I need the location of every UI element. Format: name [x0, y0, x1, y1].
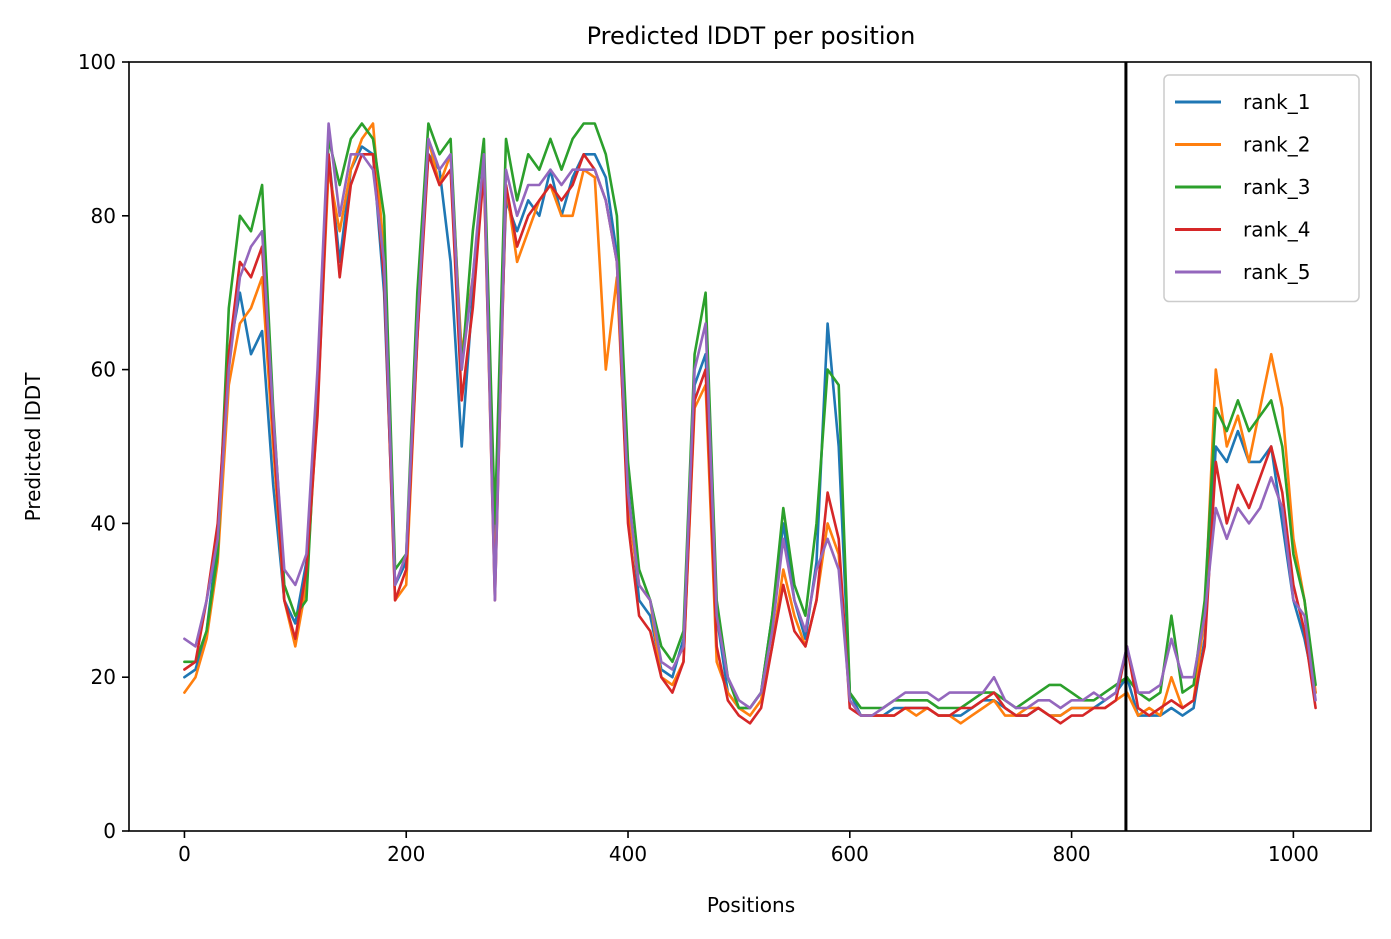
legend-box [1163, 74, 1360, 303]
y-tick-label: 60 [91, 358, 116, 382]
y-tick-label: 0 [103, 819, 116, 843]
legend: rank_1 rank_2 rank_3 rank_4 rank_5 [1163, 74, 1360, 303]
x-tick-label: 200 [387, 842, 425, 866]
chart-title: Predicted lDDT per position [587, 22, 916, 50]
y-tick-label: 20 [91, 665, 116, 689]
x-tick-label: 400 [609, 842, 647, 866]
legend-label-rank_4: rank_4 [1243, 218, 1310, 242]
axes: 0 200 400 600 800 1000 0 20 40 60 80 100 [78, 50, 1372, 866]
x-tick-label: 600 [831, 842, 869, 866]
x-tick-label: 1000 [1268, 842, 1319, 866]
y-tick-label: 100 [78, 50, 116, 74]
y-tick-label: 80 [91, 204, 116, 228]
legend-label-rank_5: rank_5 [1243, 260, 1310, 284]
plot-frame [128, 61, 1372, 832]
y-tick-label: 40 [91, 511, 116, 535]
plot-lines [183, 62, 1317, 831]
x-axis-title: Positions [707, 893, 795, 917]
legend-label-rank_2: rank_2 [1243, 133, 1310, 157]
legend-label-rank_1: rank_1 [1243, 90, 1310, 114]
x-tick-label: 800 [1052, 842, 1090, 866]
x-tick-label: 0 [178, 842, 191, 866]
y-axis-title: Predicted lDDT [21, 372, 45, 522]
legend-label-rank_3: rank_3 [1243, 175, 1310, 199]
